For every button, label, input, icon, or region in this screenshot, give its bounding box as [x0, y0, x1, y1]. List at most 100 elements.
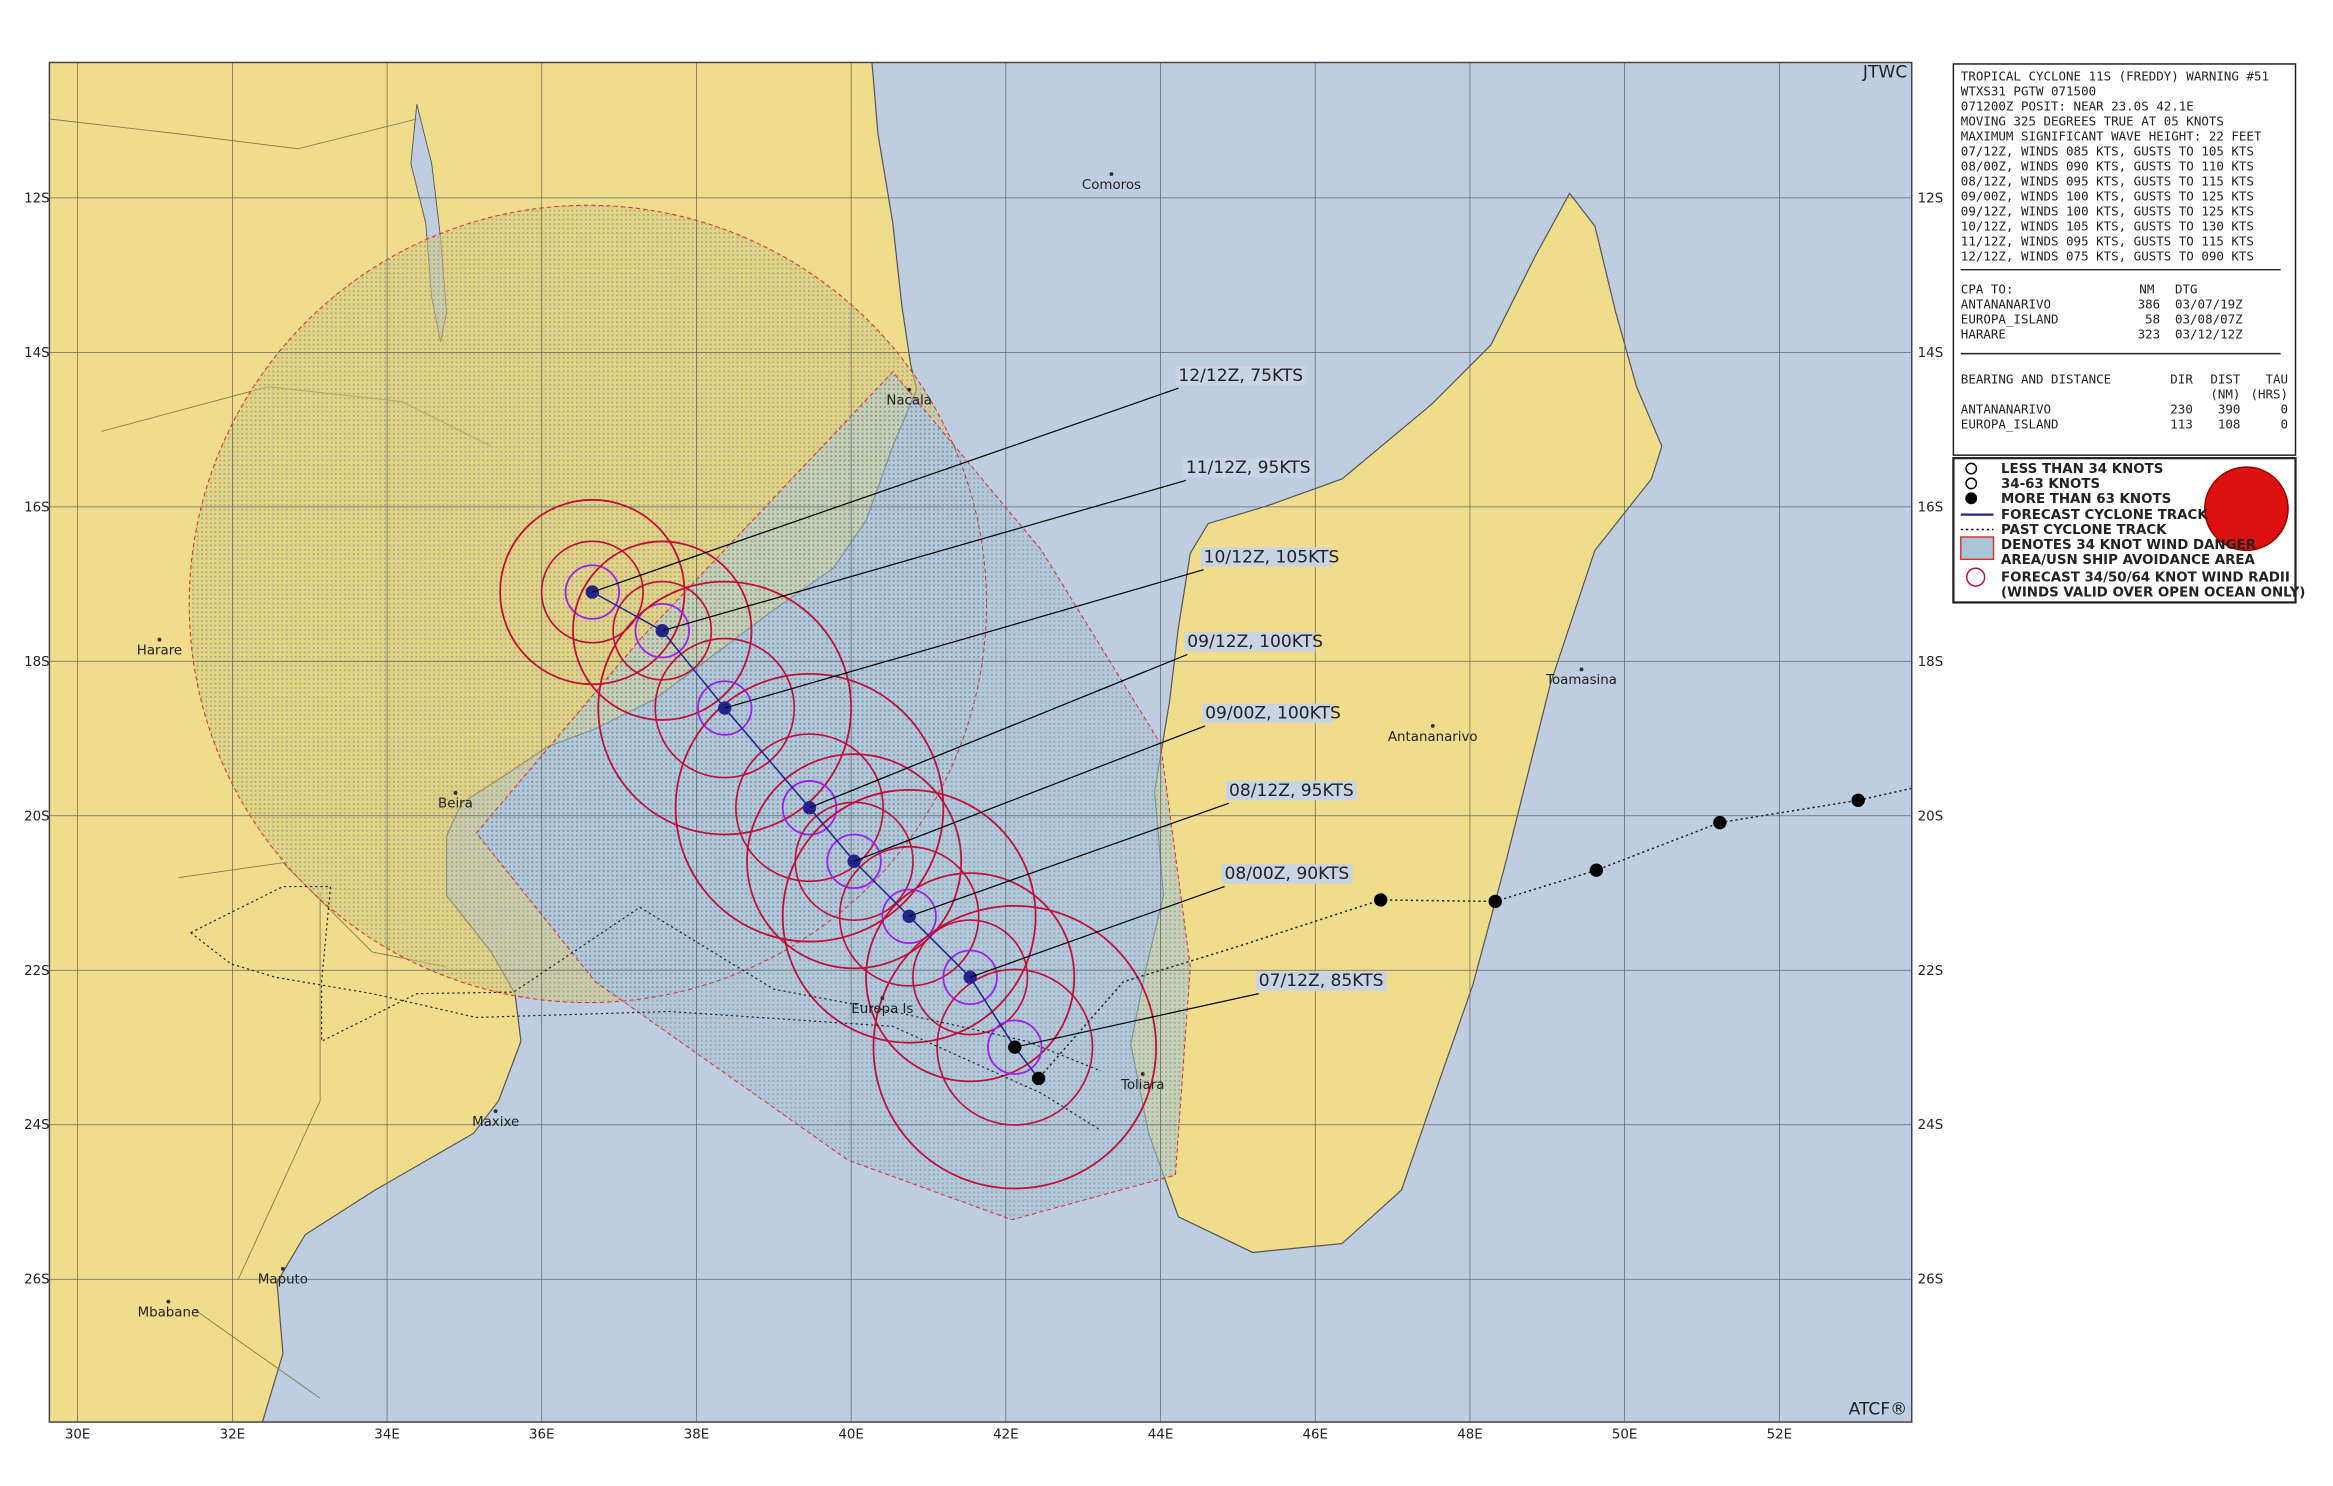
place-dot — [166, 1299, 171, 1304]
bearing-unit: (HRS) — [2250, 386, 2288, 401]
map-frame — [48, 61, 1913, 1423]
label-bg — [1225, 780, 1357, 801]
bearing-cell: ANTANANARIVO — [1961, 401, 2051, 416]
legend-symbol — [1965, 492, 1978, 505]
forecast-label: 09/00Z, 100KTS — [1205, 703, 1341, 723]
past-position — [1851, 793, 1865, 807]
radius-34kt — [865, 872, 1076, 1083]
lon-label: 38E — [684, 1427, 709, 1442]
lat-label: 16S — [1918, 500, 1944, 515]
cpa-header: NM — [2139, 281, 2154, 296]
cpa-header: CPA TO: — [1961, 281, 2014, 296]
warning-line: 09/00Z, WINDS 100 KTS, GUSTS TO 125 KTS — [1961, 189, 2254, 204]
legend-symbol — [1965, 462, 1978, 475]
place-dot — [1579, 667, 1584, 672]
footer: ATCF® — [1849, 1400, 1908, 1420]
cpa-cell: 03/12/12Z — [2175, 327, 2243, 342]
lat-label: 12S — [1918, 191, 1944, 206]
place-name: Mbabane — [138, 1305, 200, 1320]
bearing-cell: 0 — [2281, 401, 2289, 416]
place-name: Maputo — [258, 1273, 308, 1288]
leader-line — [969, 885, 1225, 978]
lat-label: 26S — [24, 1273, 50, 1288]
legend-item: LESS THAN 34 KNOTS — [2001, 462, 2163, 477]
lat-label: 16S — [24, 500, 50, 515]
old-track — [190, 932, 1102, 1131]
leader-line — [592, 387, 1179, 593]
lon-label: 50E — [1612, 1427, 1637, 1442]
lon-label: 44E — [1148, 1427, 1173, 1442]
warning-line: 11/12Z, WINDS 095 KTS, GUSTS TO 115 KTS — [1961, 234, 2254, 249]
warning-line: 07/12Z, WINDS 085 KTS, GUSTS TO 105 KTS — [1961, 143, 2254, 158]
forecast-label: 08/12Z, 95KTS — [1229, 781, 1354, 801]
leader-line — [662, 479, 1187, 632]
lat-label: 20S — [1918, 809, 1944, 824]
lon-label: 48E — [1457, 1427, 1482, 1442]
warning-box — [1952, 63, 2297, 456]
place-name: Comoros — [1082, 178, 1141, 193]
legend-symbol — [1966, 567, 1986, 587]
warning-line: 10/12Z, WINDS 105 KTS, GUSTS TO 130 KTS — [1961, 219, 2254, 234]
radius-64kt — [942, 949, 998, 1005]
radius-34kt — [674, 672, 945, 943]
bearing-header: TAU — [2266, 371, 2289, 386]
forecast-label: 12/12Z, 75KTS — [1178, 366, 1303, 386]
label-bg — [1255, 971, 1387, 991]
legend-symbol — [1960, 536, 1995, 561]
lon-label: 46E — [1303, 1427, 1328, 1442]
place-name: Nacala — [886, 394, 932, 409]
cpa-header: DTG — [2175, 281, 2198, 296]
lat-label: 24S — [24, 1118, 50, 1133]
forecast-label: 07/12Z, 85KTS — [1259, 971, 1384, 991]
leader-line — [809, 653, 1188, 809]
past-position — [1374, 893, 1388, 907]
place-name: Beira — [438, 797, 473, 812]
leader-line — [724, 569, 1204, 709]
legend-item: MORE THAN 63 KNOTS — [2001, 492, 2171, 507]
place-dot — [907, 387, 912, 392]
bearing-cell: 0 — [2281, 416, 2289, 431]
radius-64kt — [781, 780, 838, 836]
lat-label: 18S — [24, 655, 50, 670]
label-bg — [1200, 547, 1332, 567]
place-name: Antananarivo — [1388, 730, 1478, 745]
place-dot — [1109, 172, 1114, 176]
place-dot — [453, 790, 458, 795]
bearing-cell: 390 — [2218, 401, 2241, 416]
radius-50kt — [735, 733, 884, 883]
place-name: Toamasina — [1545, 673, 1617, 688]
radius-50kt — [540, 540, 644, 644]
legend-item: PAST CYCLONE TRACK — [2001, 523, 2167, 538]
lat-label: 14S — [24, 346, 50, 361]
legend-symbol — [1965, 477, 1978, 490]
lat-label: 20S — [24, 809, 50, 824]
forecast-label: 08/00Z, 90KTS — [1225, 864, 1350, 884]
cpa-cell: 03/07/19Z — [2175, 297, 2243, 312]
warning-line: MOVING 325 DEGREES TRUE AT 05 KNOTS — [1961, 113, 2224, 128]
legend-item: DENOTES 34 KNOT WIND DANGER — [2001, 538, 2257, 553]
forecast-position — [655, 624, 669, 638]
label-bg — [1182, 458, 1314, 478]
cpa-cell: EUROPA_ISLAND — [1961, 312, 2059, 327]
warning-line: 08/00Z, WINDS 090 KTS, GUSTS TO 110 KTS — [1961, 158, 2254, 173]
cpa-cell: 386 — [2138, 297, 2161, 312]
label-bg — [1184, 632, 1316, 652]
warning-text: TROPICAL CYCLONE 11S (FREDDY) WARNING #5… — [1960, 68, 2289, 431]
past-position — [1713, 815, 1727, 830]
bearing-cell: 230 — [2170, 401, 2193, 416]
cpa-cell: 58 — [2145, 312, 2160, 327]
bearing-header: BEARING AND DISTANCE — [1961, 371, 2111, 386]
place-name: Toliara — [1120, 1078, 1164, 1093]
cpa-cell: 03/08/07Z — [2175, 312, 2243, 327]
bearing-header: DIST — [2210, 371, 2241, 386]
places: Comoros Nacala Harare Beira Europa Is Maxixe M… — [137, 172, 1617, 1320]
past-position — [1031, 1071, 1046, 1086]
forecast-labels: 12/12Z, 75KTS 11/12Z, 95KTS 10/12Z, 105KTS… — [592, 366, 1387, 1048]
bearing-header: DIR — [2170, 371, 2193, 386]
place-dot — [880, 996, 885, 1001]
bearing-cell: EUROPA_ISLAND — [1961, 416, 2059, 431]
radius-50kt — [936, 968, 1094, 1126]
radius-34kt — [597, 580, 853, 836]
forecast-label: 09/12Z, 100KTS — [1187, 632, 1323, 652]
